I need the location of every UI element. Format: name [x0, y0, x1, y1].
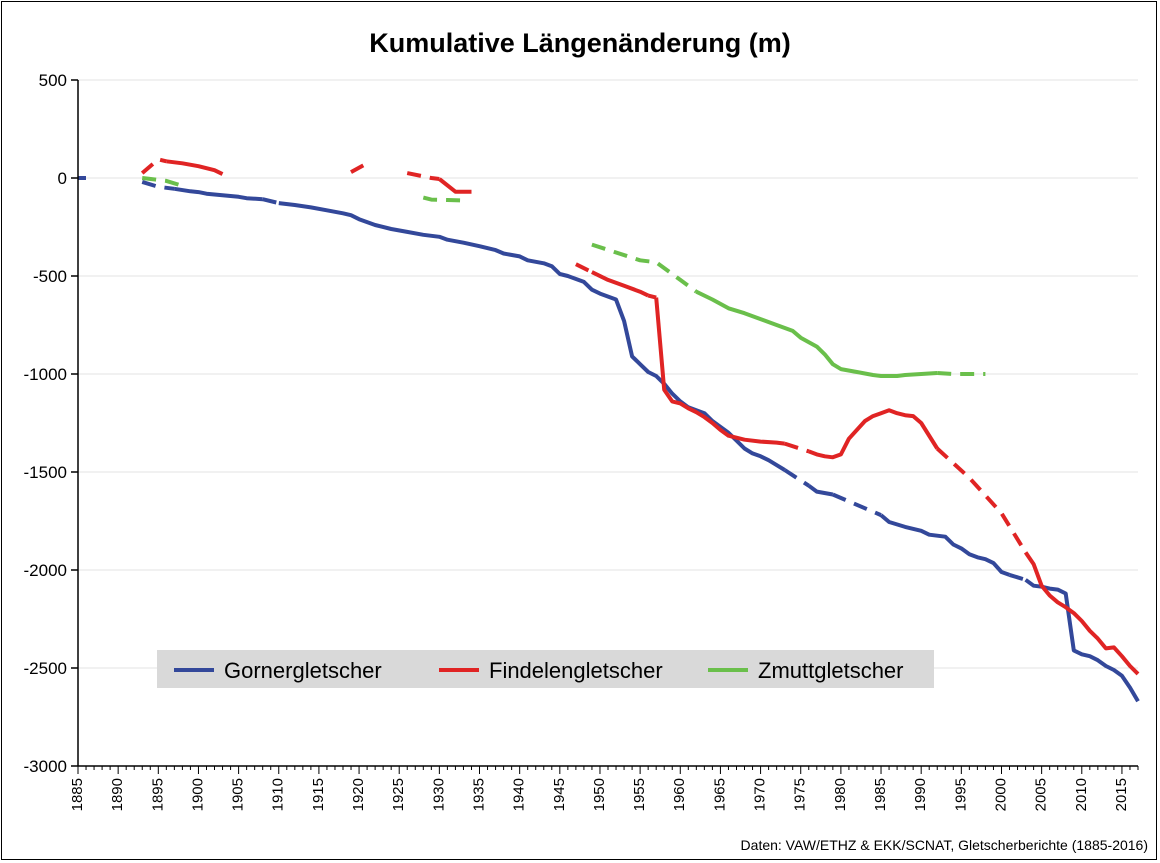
- x-tick-label: 1970: [752, 778, 769, 811]
- legend-label-findelengletscher: Findelengletscher: [489, 658, 663, 683]
- x-tick-label: 1890: [109, 778, 126, 811]
- x-tick-label: 1885: [69, 778, 86, 811]
- line-findelengletscher-solid: [166, 159, 224, 176]
- line-findelengletscher-dashed: [935, 447, 1028, 554]
- x-tick-label: 2010: [1073, 778, 1090, 811]
- y-tick-label: -500: [33, 267, 67, 286]
- line-gornergletscher-dashed: [1008, 572, 1027, 582]
- chart-title: Kumulative Längenänderung (m): [369, 28, 791, 58]
- grid: [78, 79, 1138, 669]
- line-gornergletscher-solid: [278, 201, 786, 472]
- line-gornergletscher-dashed: [262, 197, 280, 206]
- legend: Gornergletscher Findelengletscher Zmuttg…: [157, 650, 934, 688]
- legend-label-zmuttgletscher: Zmuttgletscher: [758, 658, 904, 683]
- x-tick-label: 1965: [711, 778, 728, 811]
- line-findelengletscher-solid: [654, 297, 785, 446]
- line-findelengletscher-dashed: [784, 441, 810, 454]
- line-gornergletscher-solid: [1024, 578, 1140, 703]
- line-findelengletscher-dashed: [406, 171, 440, 181]
- x-tick-label: 1900: [189, 778, 206, 811]
- legend-label-gornergletscher: Gornergletscher: [224, 658, 382, 683]
- x-tick-label: 1940: [511, 778, 528, 811]
- line-findelengletscher-dashed: [140, 157, 167, 175]
- line-zmuttgletscher-dashed: [422, 195, 464, 203]
- x-tick-label: 1930: [430, 778, 447, 811]
- y-tick-label: -2000: [24, 561, 67, 580]
- line-gornergletscher-dashed: [141, 179, 175, 191]
- x-tick-label: 1950: [591, 778, 608, 811]
- x-tick-label: 1985: [872, 778, 889, 811]
- line-gornergletscher-solid: [807, 484, 834, 497]
- line-findelengletscher-solid: [438, 177, 472, 194]
- line-zmuttgletscher-dashed: [591, 242, 698, 294]
- x-tick-label: 2005: [1033, 778, 1050, 811]
- x-tick-label: 1910: [270, 778, 287, 811]
- legend-background: [157, 650, 934, 688]
- y-tick-label: -2500: [24, 659, 67, 678]
- series-findelengletscher: [140, 157, 1140, 676]
- x-tick-label: 1945: [551, 778, 568, 811]
- x-tick-label: 1905: [230, 778, 247, 811]
- y-tick-label: -1000: [24, 365, 67, 384]
- x-tick-label: 2000: [992, 778, 1009, 811]
- x-tick-label: 1935: [470, 778, 487, 811]
- series-layer: [78, 157, 1140, 703]
- line-findelengletscher-dashed: [647, 293, 657, 300]
- y-tick-label: 500: [39, 71, 67, 90]
- x-tick-label: 1960: [671, 778, 688, 811]
- series-zmuttgletscher: [141, 176, 986, 378]
- line-zmuttgletscher-dashed: [937, 371, 986, 376]
- x-tick-label: 1920: [350, 778, 367, 811]
- x-tick-label: 1955: [631, 778, 648, 811]
- line-gornergletscher-solid: [174, 186, 263, 202]
- x-tick-label: 1895: [149, 778, 166, 811]
- y-tick-label: 0: [58, 169, 67, 188]
- x-tick-label: 1995: [952, 778, 969, 811]
- line-gornergletscher-dashed: [783, 468, 810, 488]
- x-tick-label: 1975: [792, 778, 809, 811]
- x-tick-label: 1990: [912, 778, 929, 811]
- line-zmuttgletscher-dashed: [141, 176, 183, 188]
- x-tick-label: 2015: [1113, 778, 1130, 811]
- line-zmuttgletscher-solid: [695, 289, 938, 378]
- x-tick-label: 1915: [310, 778, 327, 811]
- line-gornergletscher-solid: [879, 513, 1011, 577]
- line-gornergletscher-dashed: [832, 492, 882, 517]
- series-gornergletscher: [78, 176, 1140, 703]
- line-findelengletscher-dashed: [350, 161, 369, 174]
- line-findelengletscher-solid: [591, 270, 650, 298]
- line-findelengletscher-dashed: [575, 262, 593, 274]
- x-tick-label: 1925: [390, 778, 407, 811]
- y-tick-label: -3000: [24, 757, 67, 776]
- x-tick-label: 1980: [832, 778, 849, 811]
- line-findelengletscher-solid: [1023, 551, 1140, 676]
- line-findelengletscher-solid: [808, 408, 939, 460]
- y-tick-label: -1500: [24, 463, 67, 482]
- data-source-note: Daten: VAW/ETHZ & EKK/SCNAT, Gletscherbe…: [741, 837, 1148, 853]
